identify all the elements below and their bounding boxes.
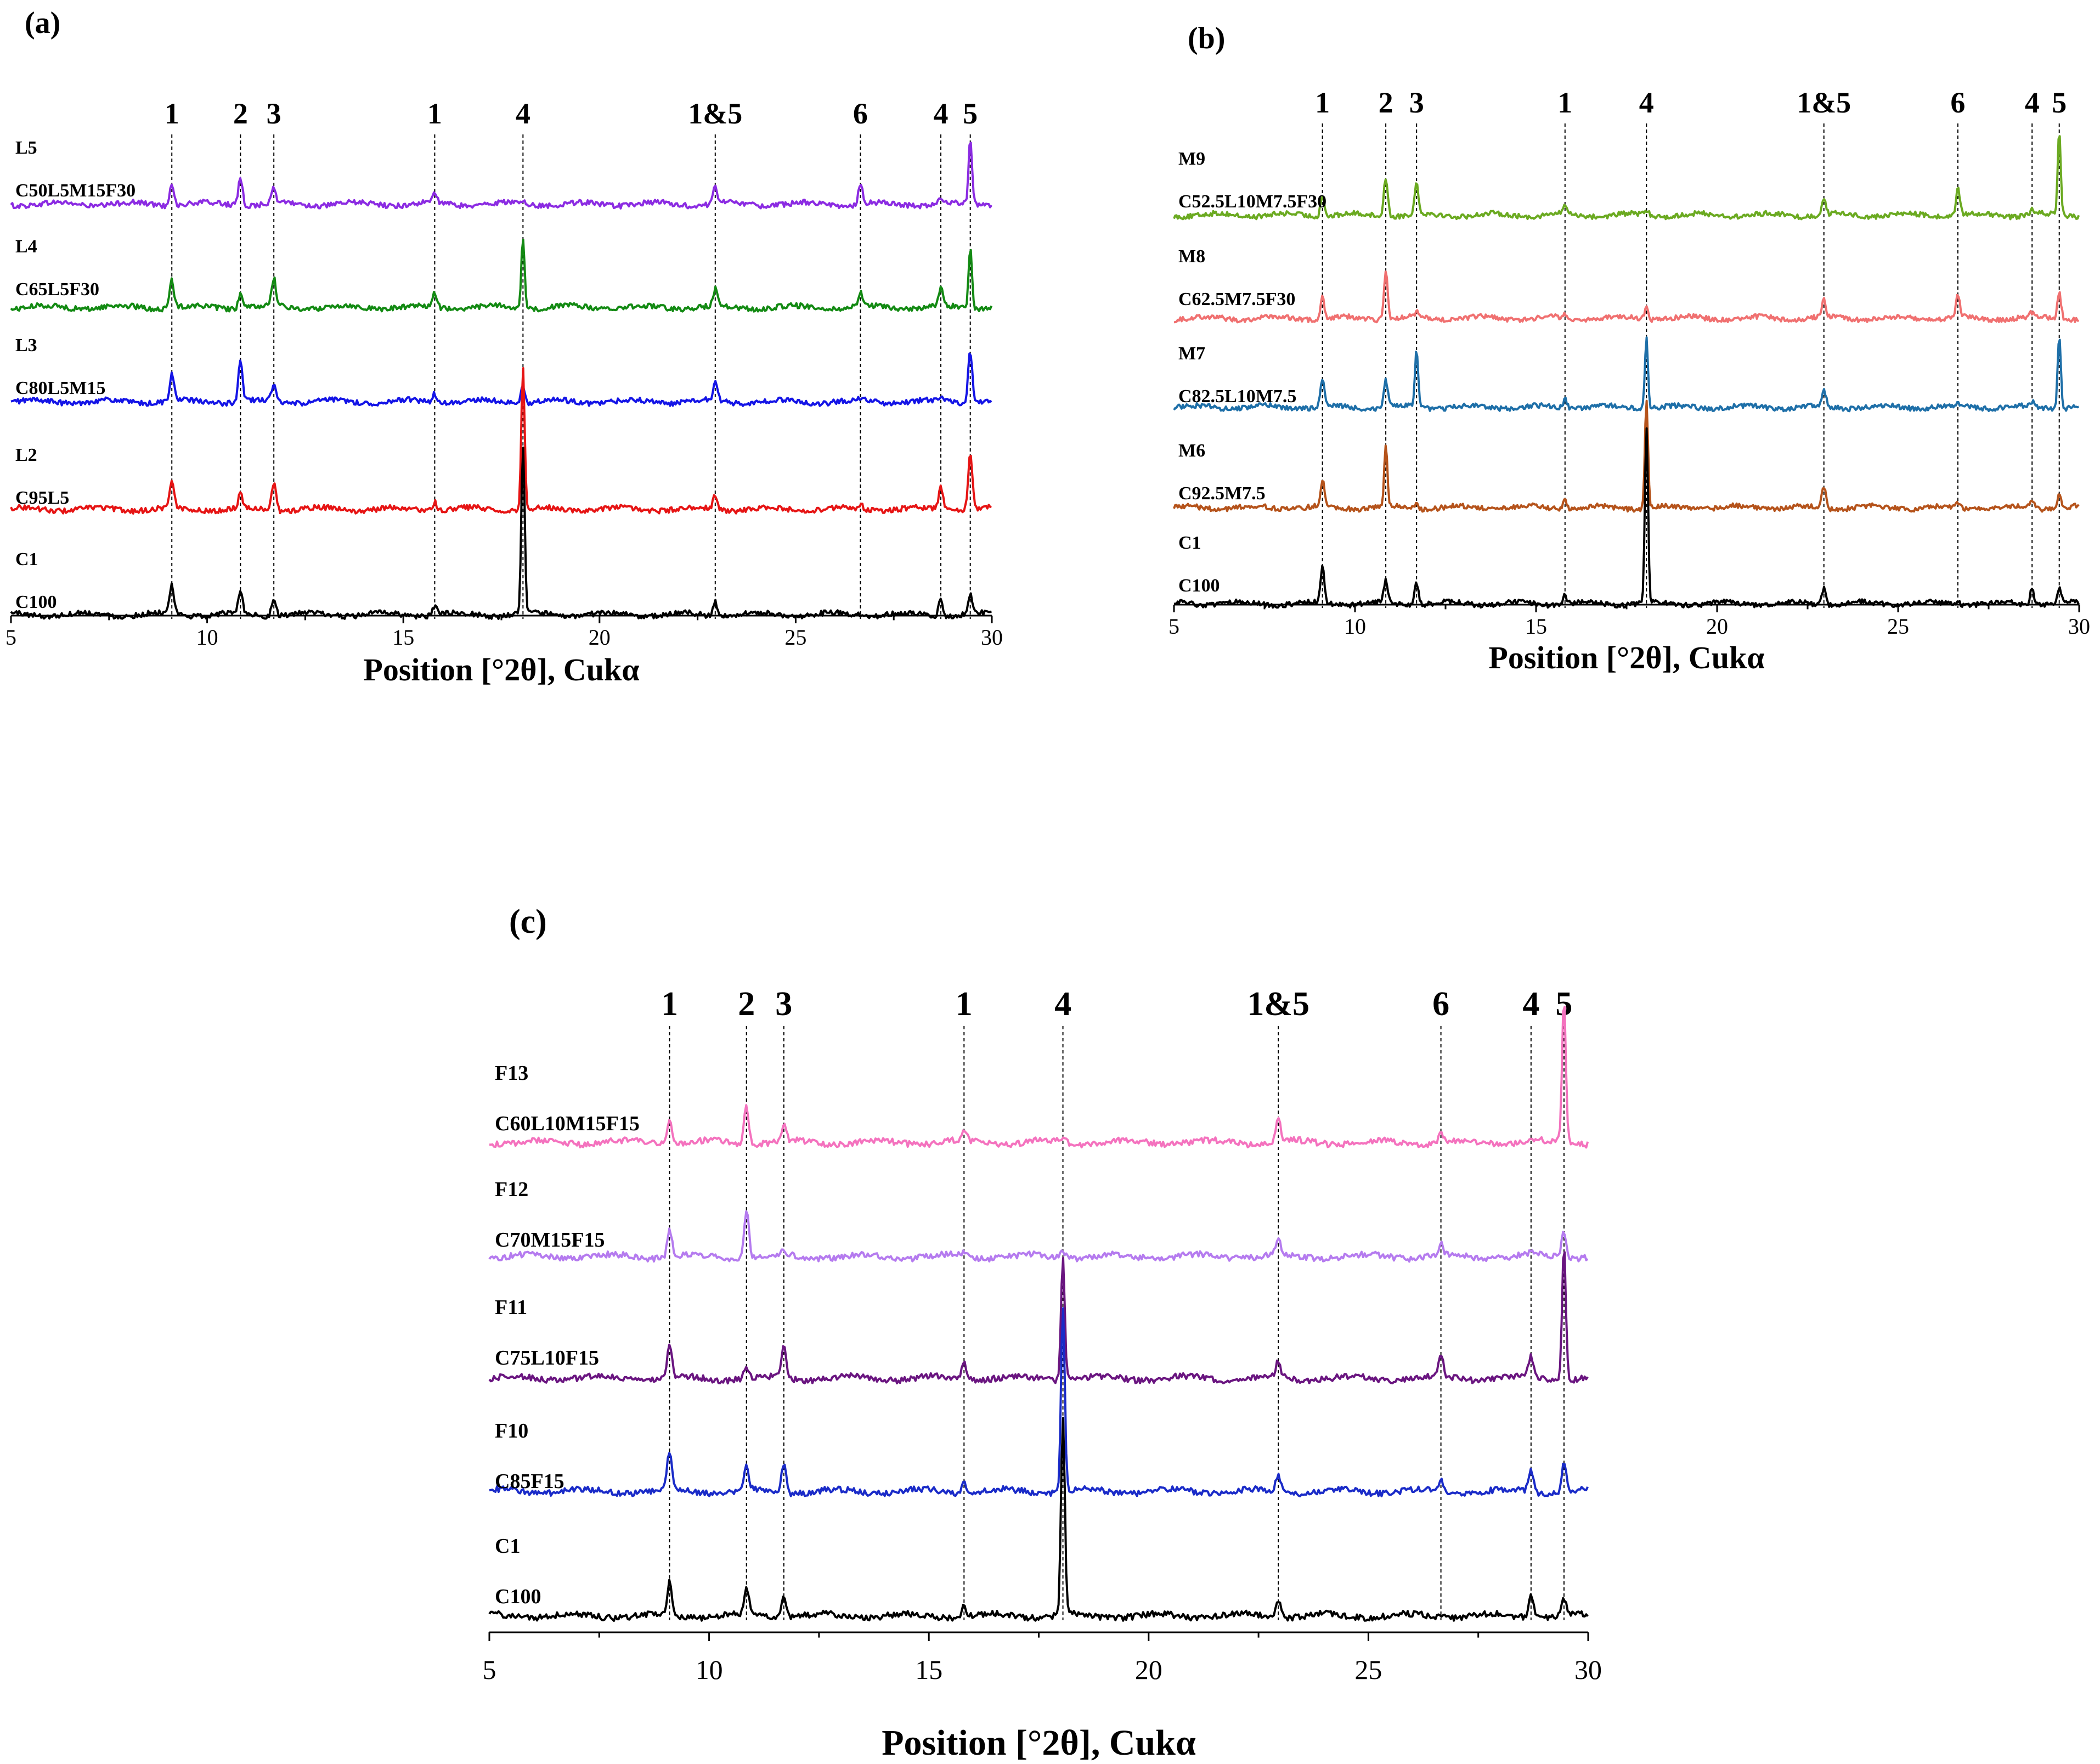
series-mix-label: C82.5L10M7.5: [1178, 386, 1296, 407]
series-id-label: C1: [15, 549, 38, 570]
series-id-label: L2: [15, 445, 37, 465]
x-tick-label: 15: [915, 1654, 942, 1685]
peak-marker-label: 3: [267, 97, 281, 130]
x-tick-label: 5: [5, 625, 16, 650]
series-id-label: C1: [495, 1535, 520, 1558]
series-id-label: F10: [495, 1419, 528, 1442]
series-line-M9: [1173, 135, 2080, 221]
series-line-C1: [1173, 427, 2080, 609]
x-tick-label: 30: [1574, 1654, 1602, 1685]
series-line-F11: [488, 1251, 1589, 1385]
chart-panel-c: (c) 1 2 3 1 4 1&5 6 4 5 F13 C60L10M15F15 F12 C70M15F1…: [483, 903, 1602, 1763]
x-tick-label: 25: [784, 625, 806, 650]
peak-marker-label: 4: [1639, 86, 1654, 119]
x-tick-label: 15: [1525, 614, 1547, 639]
x-axis-title: Position [°2θ], Cukα: [363, 652, 639, 687]
x-tick-label: 25: [1887, 614, 1909, 639]
series-id-label: C1: [1178, 533, 1201, 553]
series-line-M7: [1173, 336, 2079, 413]
series-id-label: F13: [495, 1062, 528, 1085]
series-id-label: M9: [1178, 149, 1205, 169]
series-line-C1: [488, 1417, 1589, 1622]
x-tick-label: 10: [196, 625, 218, 650]
series-id-label: L4: [15, 236, 37, 257]
series-mix-label: C95L5: [15, 488, 69, 508]
series-mix-label: C80L5M15: [15, 378, 105, 398]
series-line-M6: [1173, 399, 2080, 513]
panel-letter: (c): [509, 903, 547, 940]
series-mix-label: C52.5L10M7.5F30: [1178, 191, 1326, 212]
series-mix-label: C60L10M15F15: [495, 1112, 640, 1135]
series-line-L3: [10, 352, 992, 407]
x-tick-label: 20: [589, 625, 611, 650]
peak-marker-label: 1: [661, 985, 678, 1023]
series-line-L5: [10, 142, 992, 210]
peak-marker-label: 6: [1432, 985, 1449, 1023]
chart-panel-a: (a)1 2 3 1 4 1&5 6 4 5L5C50L5M15F30L4C65L5F30L3C…: [5, 6, 1003, 687]
panel-letter: (b): [1188, 21, 1225, 55]
x-tick-label: 30: [2068, 614, 2090, 639]
series-mix-label: C85F15: [495, 1470, 564, 1493]
x-tick-label: 10: [1344, 614, 1366, 639]
peak-marker-label: 6: [1950, 86, 1965, 119]
peak-marker-label: 4: [516, 97, 530, 130]
x-tick-label: 15: [392, 625, 414, 650]
series-mix-label: C50L5M15F30: [15, 181, 136, 201]
peak-marker-label: 1&5: [1797, 86, 1851, 119]
series-id-label: F12: [495, 1178, 528, 1201]
series-mix-label: C100: [15, 592, 57, 612]
peak-marker-label: 6: [853, 97, 868, 130]
x-tick-label: 20: [1706, 614, 1728, 639]
peak-marker-label: 2: [233, 97, 248, 130]
x-tick-label: 20: [1135, 1654, 1162, 1685]
x-tick-label: 30: [981, 625, 1003, 650]
series-line-C1: [10, 446, 992, 620]
series-id-label: L5: [15, 138, 37, 158]
panel-letter: (a): [25, 6, 60, 40]
peak-marker-label: 3: [1409, 86, 1424, 119]
series-line-F10: [489, 1307, 1589, 1497]
series-mix-label: C65L5F30: [15, 279, 99, 300]
peak-marker-label: 5: [2052, 86, 2067, 119]
peak-marker-label: 4: [934, 97, 949, 130]
peak-marker-label: 1: [427, 97, 442, 130]
x-tick-label: 25: [1354, 1654, 1382, 1685]
peak-marker-label: 1: [165, 97, 179, 130]
series-mix-label: C92.5M7.5: [1178, 483, 1266, 504]
series-id-label: M8: [1178, 246, 1205, 267]
x-tick-label: 5: [1168, 614, 1179, 639]
peak-marker-label: 4: [1054, 985, 1071, 1023]
peak-marker-label: 4: [2025, 86, 2040, 119]
peak-marker-label: 1&5: [688, 97, 742, 130]
peak-marker-label: 3: [775, 985, 792, 1023]
peak-marker-label: 1: [956, 985, 973, 1023]
series-line-F12: [488, 1210, 1589, 1263]
peak-marker-label: 1&5: [1247, 985, 1309, 1023]
series-mix-label: C70M15F15: [495, 1228, 605, 1252]
series-line-L2: [10, 367, 992, 515]
peak-marker-label: 1: [1315, 86, 1330, 119]
series-line-M8: [1173, 270, 2080, 324]
series-mix-label: C75L10F15: [495, 1346, 599, 1370]
series-line-F13: [489, 1006, 1589, 1149]
series-mix-label: C100: [495, 1585, 541, 1608]
x-tick-label: 5: [483, 1654, 496, 1685]
peak-marker-label: 2: [738, 985, 755, 1023]
x-tick-label: 10: [696, 1654, 723, 1685]
series-mix-label: C100: [1178, 576, 1220, 596]
series-id-label: M7: [1178, 343, 1205, 364]
x-axis-title: Position [°2θ], Cukα: [1488, 640, 1764, 675]
series-id-label: F11: [495, 1296, 527, 1319]
chart-panel-b: (b)1 2 3 1 4 1&5 6 4 5M9C52.5L10M7.5F30M8C62.5M7…: [1168, 21, 2090, 675]
x-axis-title: Position [°2θ], Cukα: [882, 1723, 1196, 1763]
series-id-label: L3: [15, 335, 37, 356]
series-mix-label: C62.5M7.5F30: [1178, 289, 1295, 309]
peak-marker-label: 1: [1557, 86, 1572, 119]
peak-marker-label: 4: [1522, 985, 1539, 1023]
series-id-label: M6: [1178, 441, 1205, 461]
peak-marker-label: 5: [963, 97, 978, 130]
series-line-L4: [10, 239, 993, 313]
peak-marker-label: 2: [1379, 86, 1393, 119]
